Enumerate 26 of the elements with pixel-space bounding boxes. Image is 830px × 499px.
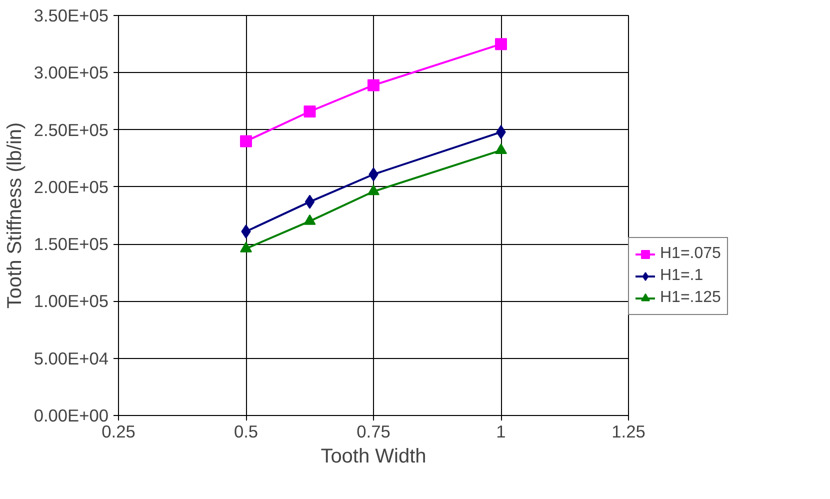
y-tick-label: 1.50E+05: [34, 234, 109, 254]
y-tick-label: 1.00E+05: [34, 291, 109, 312]
legend-label: H1=.075: [660, 245, 721, 263]
legend-label: H1=.125: [660, 289, 721, 307]
point: [240, 242, 252, 252]
y-tick-label: 3.00E+05: [34, 62, 109, 83]
x-tick-label: 1: [496, 422, 506, 442]
x-tick-label: 1.25: [612, 422, 646, 442]
y-tick-label: 5.00E+04: [34, 348, 109, 368]
point: [304, 106, 316, 118]
x-axis-title: Tooth Width: [320, 446, 426, 468]
legend-label: H1=.1: [660, 267, 704, 285]
point: [368, 184, 380, 196]
y-tick-label: 2.50E+05: [34, 120, 109, 140]
point: [304, 194, 315, 209]
point: [495, 144, 507, 154]
x-tick-label: 0.5: [234, 422, 258, 442]
point: [495, 38, 507, 50]
x-tick-label: 0.75: [356, 422, 390, 442]
point: [241, 224, 251, 238]
y-tick-label: 2.00E+05: [34, 176, 109, 197]
point: [240, 135, 252, 148]
y-tick-label: 3.50E+05: [34, 6, 109, 26]
point: [368, 79, 380, 92]
y-axis-title: Tooth Stiffness (lb/in): [4, 122, 26, 309]
point: [304, 214, 316, 225]
